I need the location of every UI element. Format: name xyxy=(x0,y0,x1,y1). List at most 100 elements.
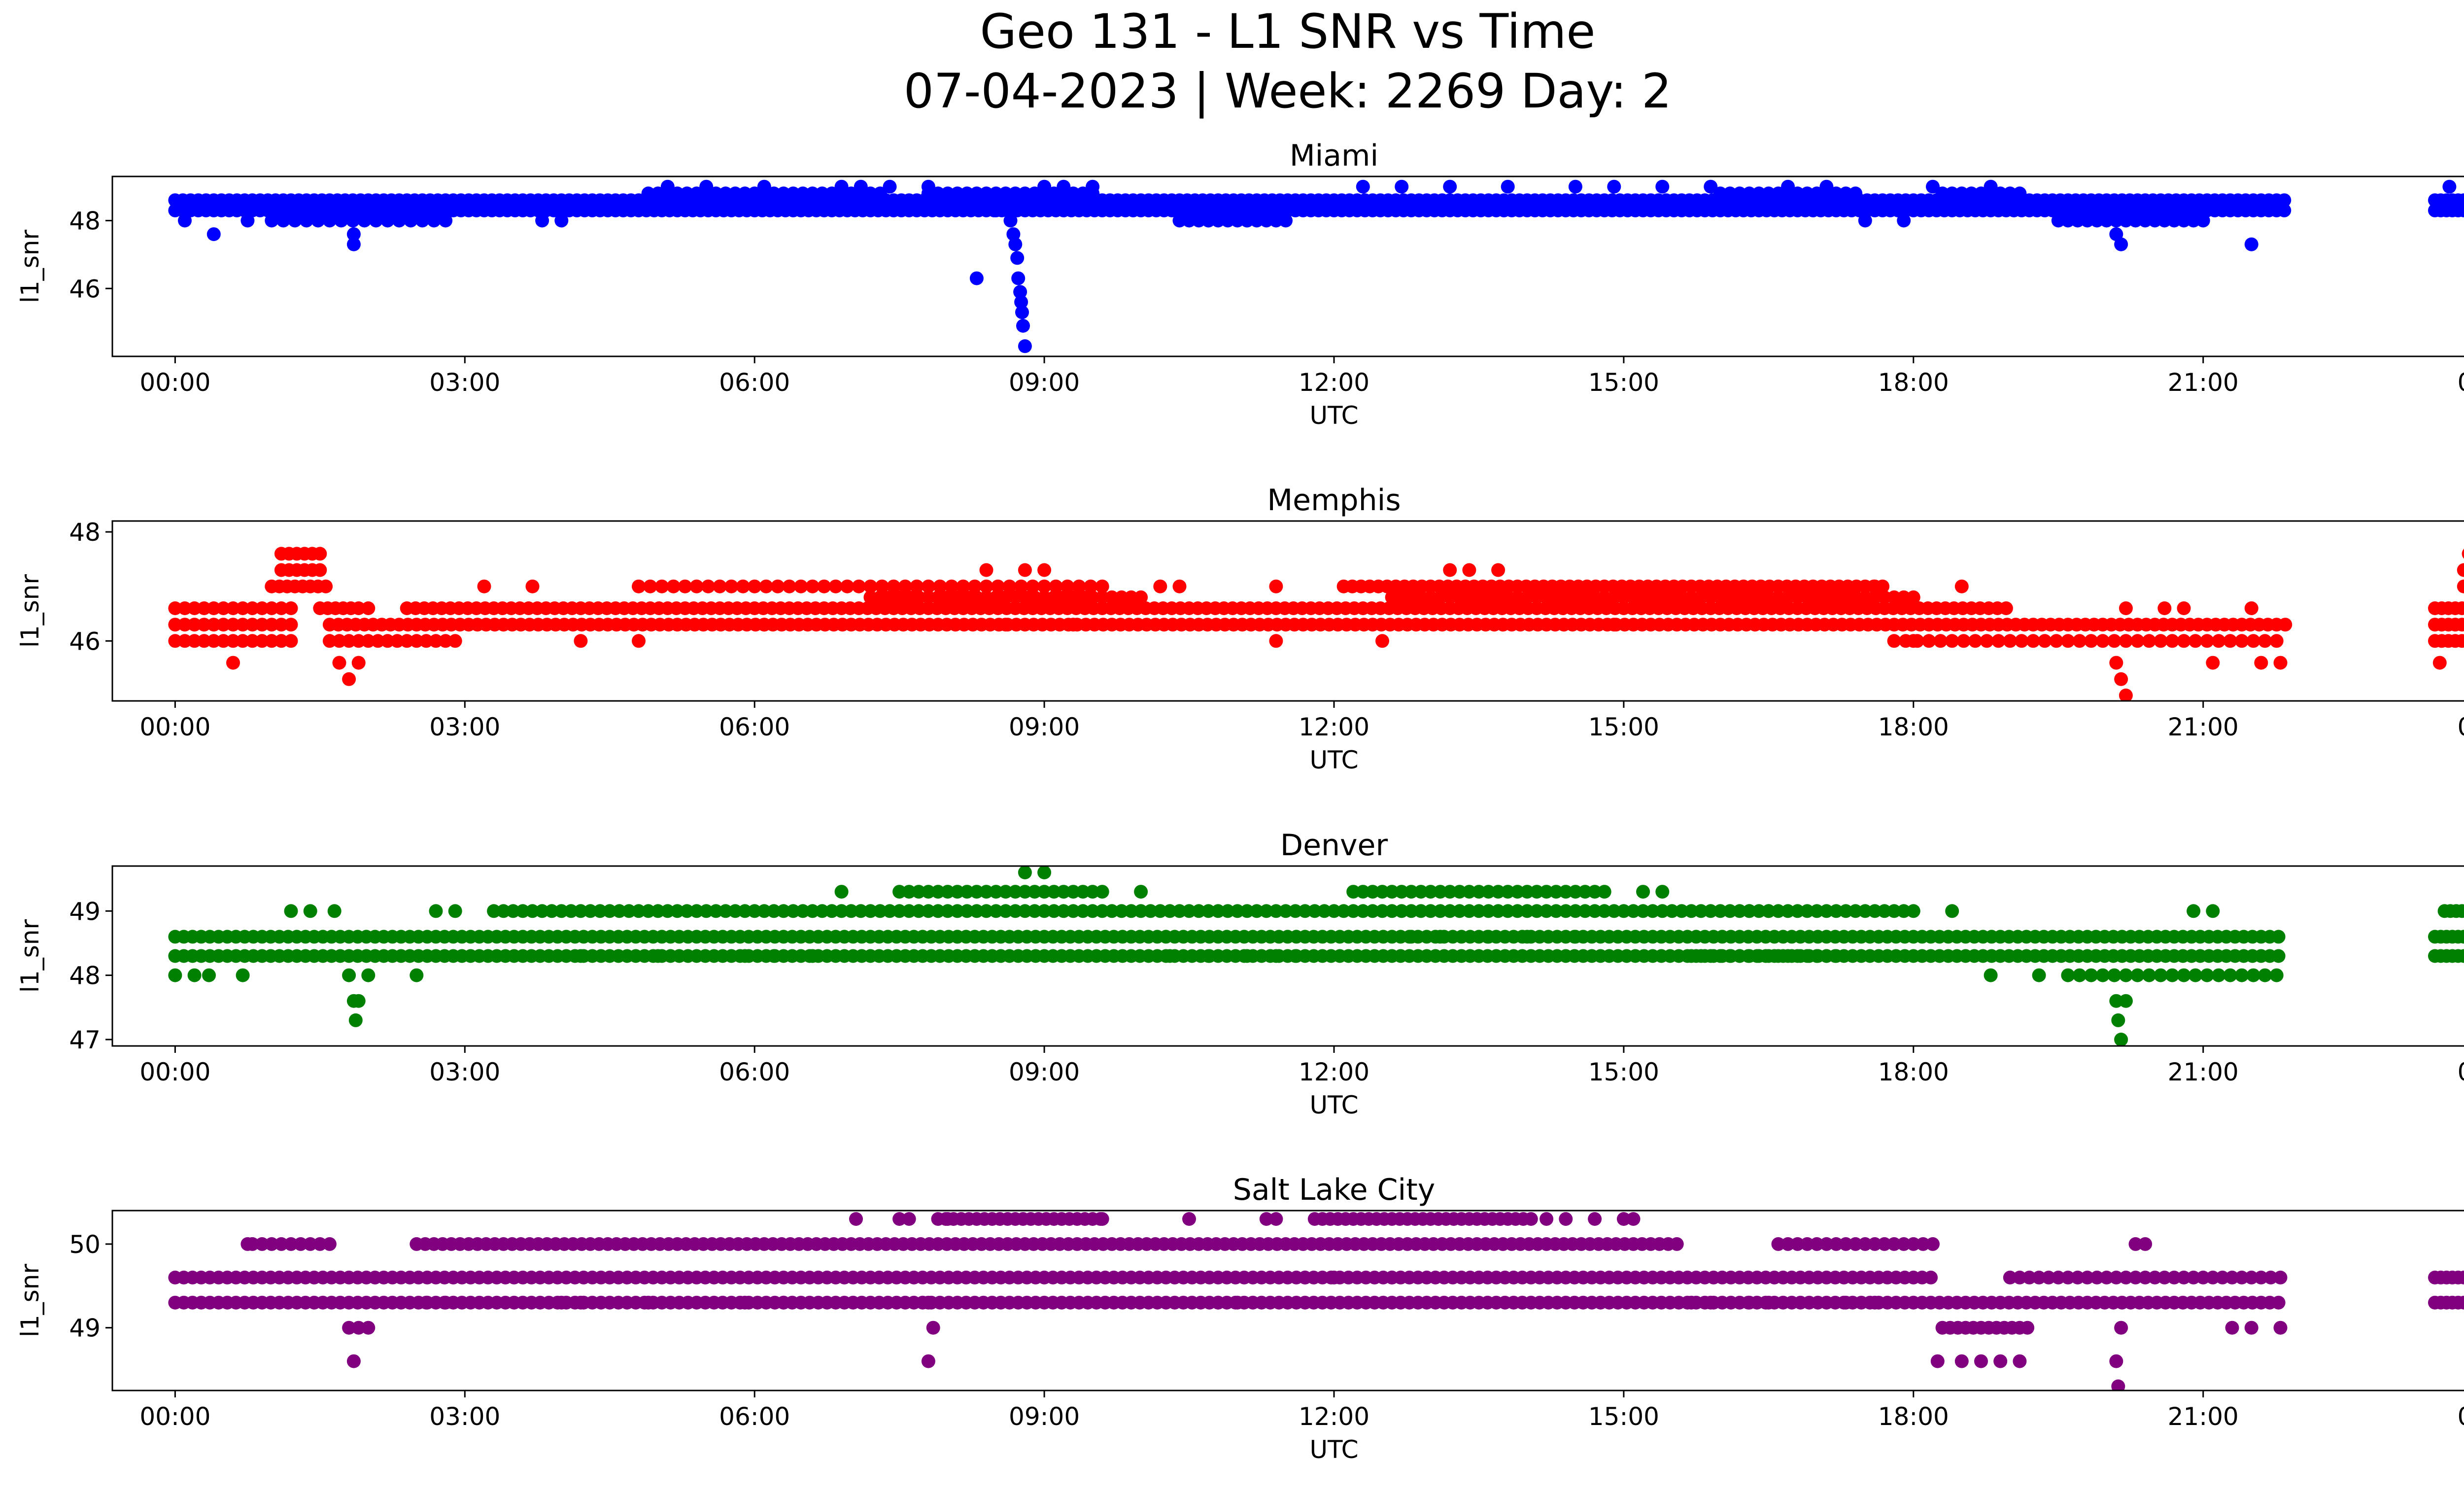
data-point xyxy=(1462,563,1476,577)
x-tick-label: 03:00 xyxy=(429,1402,500,1431)
data-point xyxy=(1848,1237,1863,1251)
data-point xyxy=(2003,186,2017,201)
data-point xyxy=(931,186,945,201)
x-tick-label: 12:00 xyxy=(1299,1058,1369,1086)
data-point xyxy=(1645,590,1660,604)
y-tick-label: 46 xyxy=(69,627,101,656)
data-point xyxy=(2463,952,2464,960)
data-point xyxy=(941,590,955,604)
data-point xyxy=(1491,904,1506,918)
data-point xyxy=(689,579,704,593)
data-point xyxy=(1066,885,1080,899)
data-point xyxy=(979,590,993,604)
data-point xyxy=(1559,1212,1573,1226)
data-point xyxy=(1095,904,1109,918)
data-point xyxy=(1930,1354,1945,1368)
data-point xyxy=(1014,579,1028,593)
data-point xyxy=(1057,179,1071,194)
data-point xyxy=(1540,885,1554,899)
data-point xyxy=(796,186,810,201)
data-point xyxy=(1771,904,1785,918)
data-point xyxy=(632,579,646,593)
data-point xyxy=(1781,904,1795,918)
data-point xyxy=(2225,1321,2239,1335)
data-point xyxy=(2223,634,2237,648)
data-point xyxy=(288,213,302,228)
data-point xyxy=(346,213,360,228)
data-point xyxy=(2177,213,2191,228)
x-tick-label: 06:00 xyxy=(719,368,790,397)
data-point xyxy=(1095,1212,1109,1226)
data-point xyxy=(1510,885,1525,899)
data-point xyxy=(1037,590,1052,604)
data-point xyxy=(1192,904,1206,918)
data-point xyxy=(1559,590,1573,604)
data-point xyxy=(1549,885,1563,899)
data-point xyxy=(1011,271,1026,285)
data-point xyxy=(255,618,269,632)
data-point xyxy=(1540,1212,1554,1226)
data-point xyxy=(1897,1237,1911,1251)
data-point xyxy=(979,579,993,593)
data-point xyxy=(2432,656,2447,670)
data-point xyxy=(1520,590,1534,604)
data-point xyxy=(2128,1270,2143,1285)
data-point xyxy=(738,1295,752,1310)
data-point xyxy=(921,590,935,604)
data-point xyxy=(303,1237,317,1251)
data-point xyxy=(1771,186,1785,201)
data-point xyxy=(2187,1270,2201,1285)
data-point xyxy=(2461,905,2464,917)
data-point xyxy=(564,904,578,918)
data-point xyxy=(361,968,376,982)
data-point xyxy=(931,904,945,918)
data-point xyxy=(736,579,750,593)
data-point xyxy=(1868,590,1882,604)
data-point xyxy=(828,579,843,593)
data-point xyxy=(1713,590,1727,604)
data-point xyxy=(1269,579,1283,593)
data-point xyxy=(1018,904,1032,918)
data-point xyxy=(1356,885,1370,899)
data-point xyxy=(342,1321,356,1335)
data-point xyxy=(1819,904,1834,918)
data-point xyxy=(2196,1270,2210,1285)
data-point xyxy=(1520,904,1534,918)
data-point xyxy=(969,904,984,918)
data-point xyxy=(1385,885,1399,899)
data-point xyxy=(1433,904,1447,918)
data-point xyxy=(2463,1298,2464,1307)
data-point xyxy=(342,634,356,648)
data-point xyxy=(709,186,723,201)
data-point xyxy=(660,904,675,918)
data-point xyxy=(1211,1295,1225,1310)
data-point xyxy=(274,1237,288,1251)
data-point xyxy=(1945,634,1959,648)
data-point xyxy=(1114,590,1129,604)
data-point xyxy=(1501,179,1515,194)
data-point xyxy=(313,563,327,577)
data-point xyxy=(1008,904,1023,918)
data-point xyxy=(2130,634,2145,648)
data-point xyxy=(912,885,926,899)
data-point xyxy=(178,618,192,632)
data-point xyxy=(2142,634,2156,648)
data-point xyxy=(719,904,733,918)
data-point xyxy=(265,634,279,648)
data-point xyxy=(284,618,298,632)
data-point xyxy=(226,601,240,615)
data-point xyxy=(206,618,221,632)
data-point xyxy=(1084,579,1098,593)
data-point xyxy=(1095,590,1109,604)
figure-title-line2: 07-04-2023 | Week: 2269 Day: 2 xyxy=(904,64,1672,119)
data-point xyxy=(168,601,182,615)
data-point xyxy=(1723,186,1737,201)
data-point xyxy=(554,1295,569,1310)
data-point xyxy=(655,579,669,593)
data-point xyxy=(1626,904,1641,918)
data-point xyxy=(1616,1212,1631,1226)
data-point xyxy=(777,904,790,918)
data-point xyxy=(361,1321,376,1335)
data-point xyxy=(873,904,887,918)
data-point xyxy=(313,547,327,561)
